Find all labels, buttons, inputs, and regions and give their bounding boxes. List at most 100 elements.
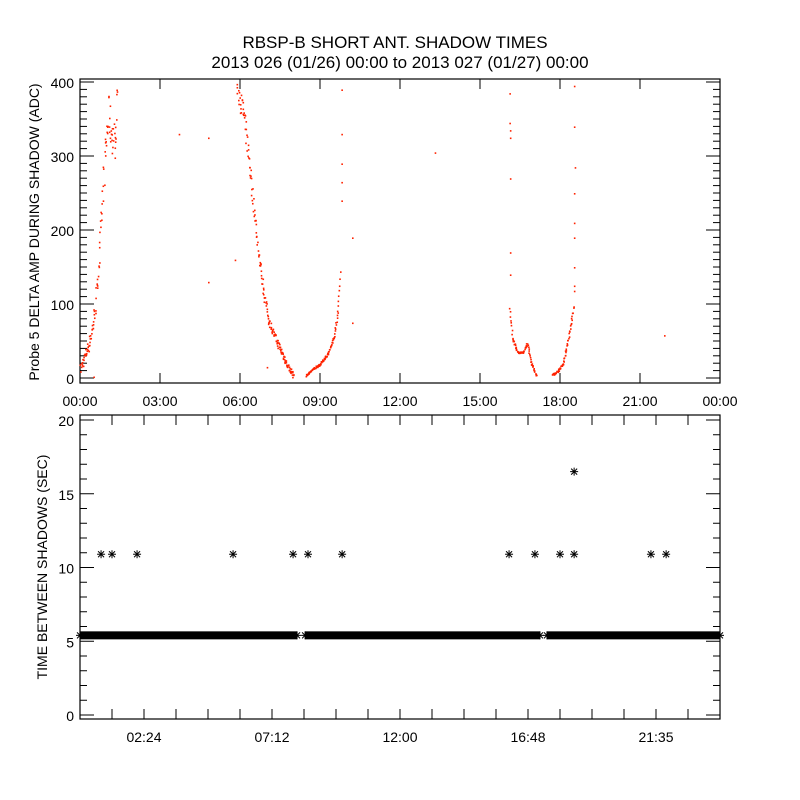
delta-amp-point [573, 222, 576, 225]
delta-amp-point [569, 325, 572, 327]
chart-subtitle: 2013 026 (01/26) 00:00 to 2013 027 (01/2… [211, 53, 588, 72]
x-tick-label: 00:00 [62, 393, 97, 409]
delta-amp-point [262, 287, 265, 290]
delta-amp-point [279, 346, 282, 349]
delta-amp-point [573, 307, 575, 309]
delta-amp-point [83, 359, 85, 362]
x-tick-label: 21:35 [638, 729, 673, 745]
delta-amp-point [509, 316, 512, 318]
delta-amp-point [108, 126, 111, 128]
delta-amp-point [114, 157, 117, 160]
x-tick-label: 09:00 [302, 393, 337, 409]
delta-amp-point [352, 322, 354, 325]
delta-amp-point [108, 117, 111, 120]
delta-amp-point [273, 335, 275, 337]
x-tick-label: 18:00 [542, 393, 577, 409]
delta-amp-point [526, 345, 529, 347]
delta-amp-point [271, 329, 274, 332]
delta-amp-point [328, 350, 330, 353]
delta-amp-point [104, 151, 107, 153]
delta-amp-point [268, 326, 271, 329]
delta-amp-point [244, 115, 247, 117]
delta-amp-point [86, 348, 89, 351]
delta-amp-point [261, 283, 263, 285]
delta-amp-point [509, 122, 511, 125]
delta-amp-point [251, 202, 254, 205]
delta-amp-point [85, 353, 87, 356]
delta-amp-point [249, 177, 252, 179]
shadow-gap-point [301, 631, 310, 640]
delta-amp-point [562, 363, 565, 366]
delta-amp-point [293, 374, 295, 376]
delta-amp-point [93, 309, 95, 311]
delta-amp-point [112, 140, 115, 142]
delta-amp-point [324, 358, 326, 360]
delta-amp-point [335, 322, 337, 324]
delta-amp-point [238, 99, 240, 102]
delta-amp-point [114, 136, 117, 139]
delta-amp-point [523, 350, 525, 353]
delta-amp-point [567, 339, 569, 342]
delta-amp-point [509, 310, 512, 313]
delta-amp-point [511, 329, 514, 332]
delta-amp-point [565, 348, 568, 351]
delta-amp-point [336, 317, 339, 319]
delta-amp-point [519, 352, 522, 355]
delta-amp-point [568, 337, 570, 340]
delta-amp-point [289, 368, 292, 370]
delta-amp-point [266, 314, 269, 317]
x-tick-label: 21:00 [622, 393, 657, 409]
delta-amp-point [272, 328, 274, 331]
delta-amp-point [565, 350, 568, 352]
delta-amp-point [280, 353, 283, 355]
delta-amp-point [89, 338, 92, 340]
delta-amp-point [108, 96, 110, 99]
delta-amp-point [100, 211, 102, 214]
delta-amp-point [90, 337, 93, 340]
delta-amp-point [269, 320, 271, 323]
delta-amp-point [573, 85, 576, 88]
delta-amp-point [528, 353, 531, 356]
delta-amp-point [515, 349, 518, 351]
delta-amp-point [274, 333, 276, 335]
delta-amp-point [253, 198, 255, 200]
delta-amp-point [290, 371, 293, 374]
delta-amp-point [516, 351, 519, 353]
delta-amp-point [509, 252, 512, 254]
y-tick-label: 0 [66, 708, 74, 724]
delta-amp-point [262, 278, 265, 281]
delta-amp-point [257, 250, 260, 252]
delta-amp-point [262, 289, 265, 291]
delta-amp-point [236, 92, 239, 95]
delta-amp-point [525, 343, 528, 345]
delta-amp-point [291, 374, 294, 376]
delta-amp-point [266, 308, 269, 311]
delta-amp-point [109, 140, 112, 143]
delta-amp-point [306, 374, 309, 377]
delta-amp-point [242, 114, 245, 117]
delta-amp-point [92, 327, 95, 330]
delta-amp-point [277, 339, 279, 342]
chart-title: RBSP-B SHORT ANT. SHADOW TIMES [242, 33, 547, 52]
delta-amp-point [564, 354, 567, 357]
delta-amp-point [338, 289, 341, 292]
delta-amp-point [89, 341, 91, 344]
delta-amp-point [284, 356, 286, 358]
shadow-gap-point [76, 631, 84, 640]
delta-amp-point [664, 335, 666, 337]
delta-amp-point [257, 241, 259, 244]
delta-amp-point [573, 126, 576, 128]
delta-amp-point [279, 348, 281, 351]
delta-amp-point [528, 348, 531, 350]
delta-amp-point [573, 285, 576, 288]
delta-amp-point [512, 338, 514, 341]
delta-amp-point [106, 125, 108, 128]
delta-amp-point [88, 350, 91, 353]
delta-amp-point [98, 241, 101, 244]
delta-amp-point [289, 370, 292, 372]
delta-amp-point [236, 83, 239, 86]
y-tick-label: 0 [66, 371, 74, 387]
delta-amp-point [510, 324, 513, 327]
delta-amp-point [93, 317, 96, 320]
